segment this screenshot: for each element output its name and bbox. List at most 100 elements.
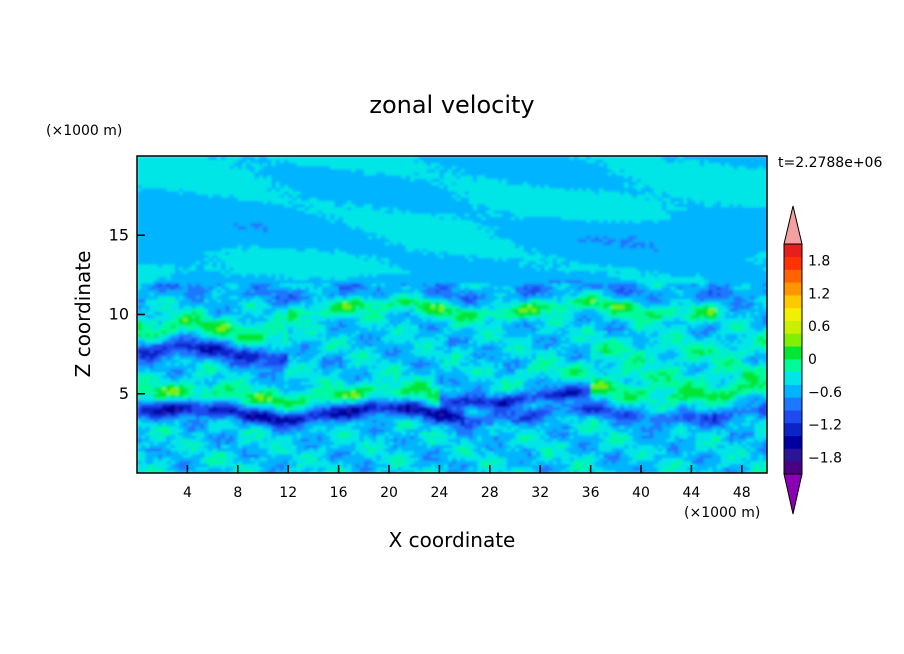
heatmap-cell — [439, 422, 445, 427]
heatmap-cell — [405, 434, 411, 439]
heatmap-cell — [267, 428, 272, 433]
heatmap-cell — [523, 415, 529, 420]
heatmap-cell — [615, 428, 621, 433]
heatmap-cell — [544, 469, 550, 473]
heatmap-cell — [321, 447, 327, 452]
heatmap-cell — [540, 463, 545, 468]
heatmap-cell — [628, 450, 634, 455]
heatmap-cell — [523, 400, 529, 404]
heatmap-cell — [200, 441, 205, 446]
heatmap-cell — [174, 406, 180, 411]
heatmap-cell — [750, 390, 755, 395]
heatmap-cell — [683, 381, 688, 385]
heatmap-cell — [363, 381, 369, 385]
heatmap-cell — [380, 460, 386, 465]
heatmap-cell — [464, 441, 470, 446]
heatmap-cell — [254, 428, 260, 433]
heatmap-cell — [456, 412, 461, 417]
heatmap-cell — [758, 409, 764, 414]
heatmap-cell — [191, 419, 197, 423]
heatmap-cell — [292, 365, 298, 369]
heatmap-cell — [426, 450, 432, 455]
heatmap-cell — [162, 393, 167, 398]
heatmap-cell — [330, 425, 335, 430]
heatmap-cell — [296, 444, 302, 449]
heatmap-cell — [565, 450, 571, 455]
heatmap-cell — [569, 431, 575, 436]
heatmap-cell — [200, 403, 205, 408]
heatmap-cell — [544, 453, 550, 458]
heatmap-cell — [342, 460, 348, 465]
heatmap-cell — [552, 415, 558, 420]
heatmap-cell — [275, 457, 281, 461]
heatmap-cell — [485, 438, 491, 442]
heatmap-cell — [376, 428, 382, 433]
heatmap-cell — [153, 400, 159, 404]
heatmap-cell — [426, 457, 432, 461]
heatmap-cell — [351, 425, 356, 430]
heatmap-cell — [641, 431, 646, 436]
heatmap-cell — [456, 409, 461, 414]
heatmap-cell — [187, 400, 193, 404]
heatmap-cell — [452, 384, 457, 389]
heatmap-cell — [645, 387, 650, 392]
heatmap-cell — [586, 444, 592, 449]
heatmap-cell — [607, 412, 613, 417]
heatmap-cell — [485, 381, 491, 385]
heatmap-cell — [284, 415, 289, 420]
heatmap-cell — [573, 425, 579, 430]
heatmap-cell — [708, 441, 713, 446]
heatmap-cell — [288, 390, 293, 395]
heatmap-cell — [704, 406, 709, 411]
heatmap-cell — [678, 384, 684, 389]
heatmap-cell — [498, 368, 503, 373]
heatmap-cell — [573, 460, 579, 465]
heatmap-cell — [590, 390, 596, 395]
heatmap-cell — [704, 453, 709, 458]
heatmap-cell — [233, 450, 239, 455]
heatmap-cell — [418, 428, 424, 433]
heatmap-cell — [347, 441, 352, 446]
heatmap-cell — [170, 444, 176, 449]
heatmap-cell — [321, 381, 327, 385]
heatmap-cell — [754, 466, 760, 471]
heatmap-cell — [216, 374, 222, 379]
heatmap-cell — [758, 453, 764, 458]
heatmap-cell — [435, 466, 440, 471]
heatmap-cell — [225, 374, 230, 379]
heatmap-cell — [195, 425, 201, 430]
heatmap-cell — [573, 422, 579, 427]
heatmap-cell — [372, 409, 377, 414]
heatmap-cell — [170, 441, 176, 446]
heatmap-cell — [162, 422, 167, 427]
heatmap-cell — [380, 444, 386, 449]
heatmap-cell — [309, 450, 314, 455]
heatmap-cell — [279, 438, 285, 442]
heatmap-cell — [720, 377, 726, 382]
heatmap-cell — [313, 377, 319, 382]
heatmap-cell — [435, 396, 440, 401]
heatmap-cell — [288, 428, 293, 433]
heatmap-cell — [662, 419, 667, 423]
heatmap-cell — [662, 406, 667, 411]
heatmap-cell — [397, 374, 403, 379]
heatmap-cell — [624, 422, 629, 427]
heatmap-cell — [586, 371, 592, 376]
heatmap-cell — [309, 457, 314, 461]
heatmap-cell — [414, 431, 419, 436]
heatmap-cell — [762, 428, 767, 433]
heatmap-cell — [414, 371, 419, 376]
heatmap-cell — [741, 396, 747, 401]
heatmap-cell — [628, 434, 634, 439]
heatmap-cell — [200, 438, 205, 442]
heatmap-cell — [615, 377, 621, 382]
heatmap-cell — [548, 406, 554, 411]
heatmap-cell — [435, 406, 440, 411]
heatmap-cell — [519, 450, 524, 455]
heatmap-cell — [540, 466, 545, 471]
heatmap-cell — [389, 381, 394, 385]
heatmap-cell — [401, 469, 407, 473]
heatmap-cell — [229, 377, 235, 382]
heatmap-cell — [645, 466, 650, 471]
heatmap-cell — [691, 393, 697, 398]
